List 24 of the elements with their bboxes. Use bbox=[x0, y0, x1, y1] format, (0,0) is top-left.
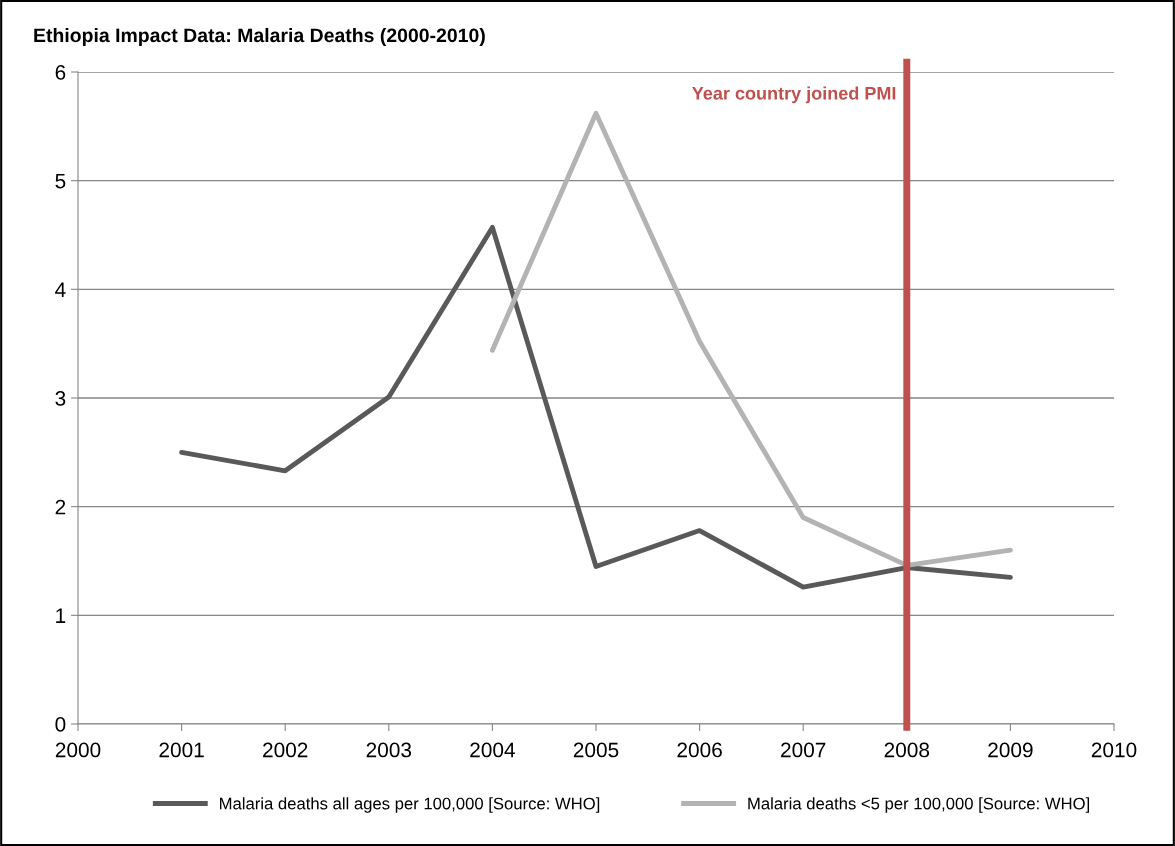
y-tick-label: 4 bbox=[55, 282, 66, 297]
x-tick-label: 2005 bbox=[573, 742, 619, 758]
y-tick-label: 6 bbox=[55, 65, 66, 80]
x-tick-label: 2008 bbox=[884, 742, 930, 758]
legend-label: Malaria deaths <5 per 100,000 [Source: WHO] bbox=[748, 797, 1090, 813]
x-tick-label: 2010 bbox=[1091, 742, 1137, 758]
x-tick-label: 2001 bbox=[159, 742, 204, 758]
ref-line-label: Year country joined PMI bbox=[692, 86, 896, 104]
x-tick-label: 2004 bbox=[470, 742, 515, 758]
x-tick-label: 2003 bbox=[366, 742, 412, 758]
y-tick-label: 5 bbox=[55, 173, 66, 189]
line-series bbox=[489, 110, 1013, 568]
x-tick-label: 2009 bbox=[988, 742, 1033, 758]
y-tick-label: 3 bbox=[55, 391, 66, 406]
x-tick-label: 2006 bbox=[677, 742, 722, 758]
line-series bbox=[179, 224, 1013, 590]
y-tick-label: 2 bbox=[55, 499, 66, 515]
legend-label: Malaria deaths all ages per 100,000 [Source: WHO] bbox=[220, 797, 600, 813]
x-tick-label: 2002 bbox=[263, 742, 308, 758]
y-tick-label: 1 bbox=[56, 608, 66, 623]
x-tick-label: 2000 bbox=[55, 742, 101, 758]
y-tick-label: 0 bbox=[55, 717, 66, 732]
chart-title: Ethiopia Impact Data: Malaria Deaths (2000-2010) bbox=[34, 27, 485, 47]
x-tick-label: 2007 bbox=[781, 742, 826, 758]
